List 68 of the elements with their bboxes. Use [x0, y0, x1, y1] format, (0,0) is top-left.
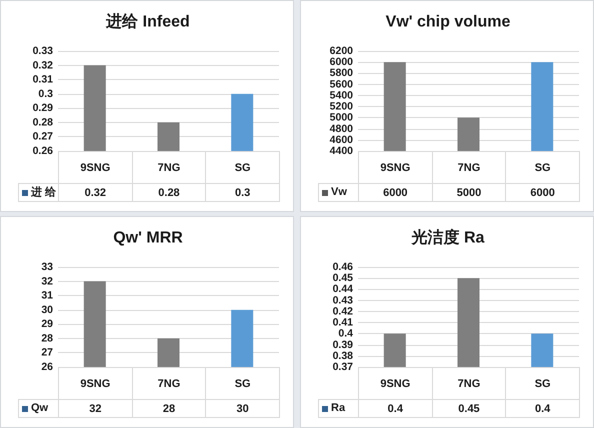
- y-tick-label: 0.32: [32, 59, 54, 72]
- y-tick-label: 4800: [330, 122, 354, 135]
- y-tick-label: 0.46: [332, 261, 354, 273]
- y-tick-label: 30: [41, 304, 54, 316]
- x-tick-label: 9SNG: [358, 368, 432, 400]
- data-label: 0.4: [506, 400, 580, 418]
- x-tick-label: SG: [206, 152, 280, 184]
- y-tick-label: 6000: [330, 56, 354, 68]
- x-tick-label: 9SNG: [58, 152, 132, 184]
- data-label: 32: [58, 400, 132, 418]
- chart-title: 光洁度 Ra: [410, 228, 485, 246]
- data-label: 6000: [358, 184, 432, 202]
- y-tick-label: 0.45: [332, 272, 354, 284]
- data-label: 28: [132, 400, 206, 418]
- y-tick-label: 0.29: [32, 102, 54, 114]
- x-tick-label: SG: [506, 368, 580, 400]
- data-label: 0.45: [432, 400, 506, 418]
- text: 进 给: [31, 187, 56, 199]
- x-tick-label: 9SNG: [358, 152, 432, 184]
- y-tick-label: 0.41: [332, 316, 354, 329]
- chart-title: Qw' MRR: [113, 230, 184, 246]
- data-label: 0.28: [132, 184, 206, 202]
- x-tick-label: SG: [206, 368, 280, 400]
- y-tick-label: 0.38: [332, 350, 354, 362]
- y-tick-label: 0.27: [32, 130, 54, 143]
- y-tick-label: 4400: [330, 145, 354, 157]
- y-tick-label: 0.33: [32, 45, 54, 57]
- y-tick-label: 33: [41, 261, 54, 273]
- x-tick-label: 7NG: [432, 152, 506, 184]
- data-label: 6000: [506, 184, 580, 202]
- text: Vw: [331, 186, 347, 199]
- y-tick-label: 0.39: [332, 338, 354, 351]
- chart-title: 进给 Infeed: [105, 12, 190, 30]
- y-tick-label: 0.26: [32, 145, 54, 157]
- data-label: 0.32: [58, 184, 132, 202]
- y-tick-label: 27: [41, 346, 54, 359]
- y-tick-label: 0.43: [332, 294, 354, 306]
- y-tick-label: 29: [41, 318, 54, 330]
- y-tick-label: 5400: [330, 89, 354, 102]
- y-tick-label: 0.44: [332, 283, 354, 296]
- y-tick-label: 0.42: [332, 305, 354, 318]
- y-tick-label: 5000: [330, 112, 354, 124]
- text: Ra: [331, 402, 346, 415]
- y-tick-label: 5200: [330, 100, 354, 113]
- y-tick-label: 26: [41, 361, 54, 373]
- y-tick-label: 31: [41, 290, 54, 302]
- y-tick-label: 0.4: [338, 328, 354, 340]
- y-tick-label: 0.31: [32, 74, 54, 86]
- data-label: 0.4: [358, 400, 432, 418]
- text: Qw: [31, 402, 48, 415]
- x-tick-label: 9SNG: [58, 368, 132, 400]
- data-label: 5000: [432, 184, 506, 202]
- y-tick-label: 5600: [330, 78, 354, 90]
- y-tick-label: 32: [41, 275, 54, 288]
- y-tick-label: 0.28: [32, 116, 54, 128]
- y-tick-label: 6200: [330, 45, 354, 57]
- y-tick-label: 0.37: [332, 361, 354, 373]
- data-label: 30: [206, 400, 280, 418]
- y-tick-label: 0.3: [38, 88, 54, 100]
- x-tick-label: SG: [506, 152, 580, 184]
- y-tick-label: 4600: [330, 134, 354, 146]
- y-tick-label: 28: [41, 332, 54, 344]
- y-tick-label: 5800: [330, 67, 354, 80]
- data-label: 0.3: [206, 184, 280, 202]
- x-tick-label: 7NG: [432, 368, 506, 400]
- x-tick-label: 7NG: [132, 152, 206, 184]
- chart-title: Vw' chip volume: [386, 14, 510, 30]
- x-tick-label: 7NG: [132, 368, 206, 400]
